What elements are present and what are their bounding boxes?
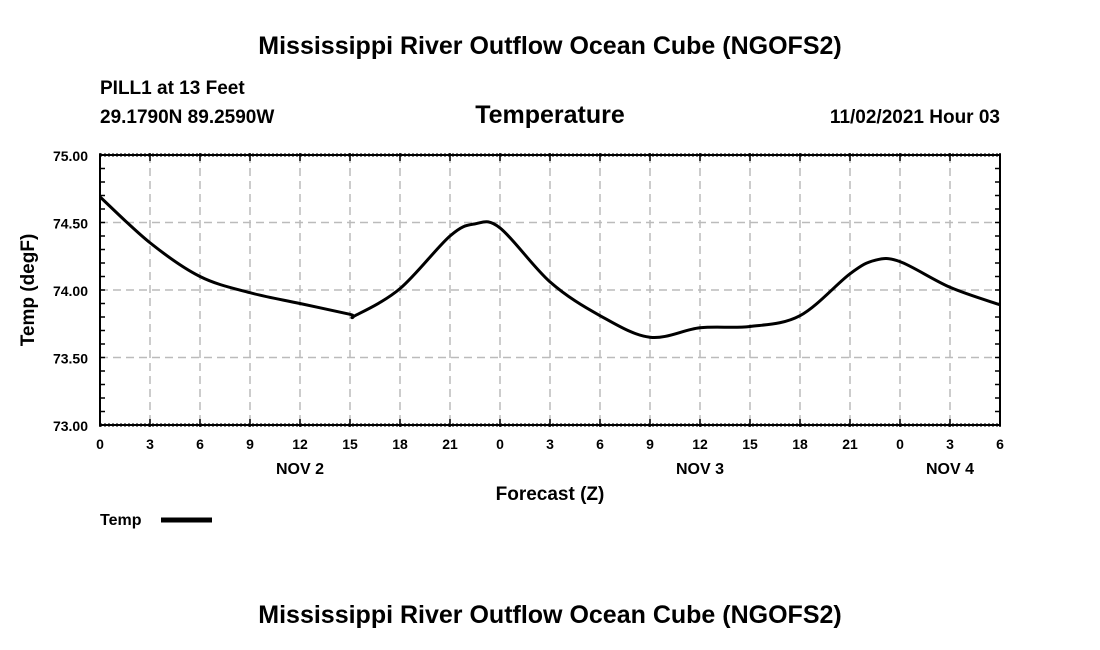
y-tick-label: 73.00 bbox=[53, 418, 88, 434]
y-axis-label: Temp (degF) bbox=[18, 234, 39, 347]
x-tick-label: 9 bbox=[246, 436, 254, 452]
x-tick-label: 21 bbox=[842, 436, 858, 452]
x-tick-label: 15 bbox=[742, 436, 758, 452]
x-tick-label: 6 bbox=[996, 436, 1004, 452]
x-tick-label: 18 bbox=[792, 436, 808, 452]
x-tick-label: 3 bbox=[146, 436, 154, 452]
y-tick-label: 74.50 bbox=[53, 216, 88, 232]
x-tick-label: 12 bbox=[692, 436, 708, 452]
coordinates-label: 29.1790N 89.2590W bbox=[100, 107, 275, 128]
temp-series-line bbox=[98, 195, 1001, 339]
x-tick-label: 15 bbox=[342, 436, 358, 452]
x-tick-label: 3 bbox=[946, 436, 954, 452]
x-tick-label: 0 bbox=[896, 436, 904, 452]
plot-frame bbox=[99, 154, 1001, 426]
x-tick-label: 21 bbox=[442, 436, 458, 452]
y-tick-label: 73.50 bbox=[53, 351, 88, 367]
y-tick-label: 75.00 bbox=[53, 148, 88, 164]
chart-title: Mississippi River Outflow Ocean Cube (NG… bbox=[258, 32, 842, 60]
legend-label: Temp bbox=[100, 512, 142, 529]
variable-title: Temperature bbox=[475, 101, 625, 129]
y-tick-label: 74.00 bbox=[53, 283, 88, 299]
x-tick-label: 18 bbox=[392, 436, 408, 452]
x-tick-label: 3 bbox=[546, 436, 554, 452]
x-tick-label: 6 bbox=[596, 436, 604, 452]
day-label: NOV 2 bbox=[276, 461, 324, 478]
x-tick-label: 0 bbox=[496, 436, 504, 452]
day-label: NOV 4 bbox=[926, 461, 974, 478]
x-tick-label: 6 bbox=[196, 436, 204, 452]
footer-title: Mississippi River Outflow Ocean Cube (NG… bbox=[258, 601, 842, 629]
x-axis-label: Forecast (Z) bbox=[496, 484, 605, 505]
x-tick-label: 9 bbox=[646, 436, 654, 452]
day-label: NOV 3 bbox=[676, 461, 724, 478]
x-tick-label: 12 bbox=[292, 436, 308, 452]
station-label: PILL1 at 13 Feet bbox=[100, 78, 245, 99]
x-tick-label: 0 bbox=[96, 436, 104, 452]
datetime-label: 11/02/2021 Hour 03 bbox=[829, 107, 1000, 128]
